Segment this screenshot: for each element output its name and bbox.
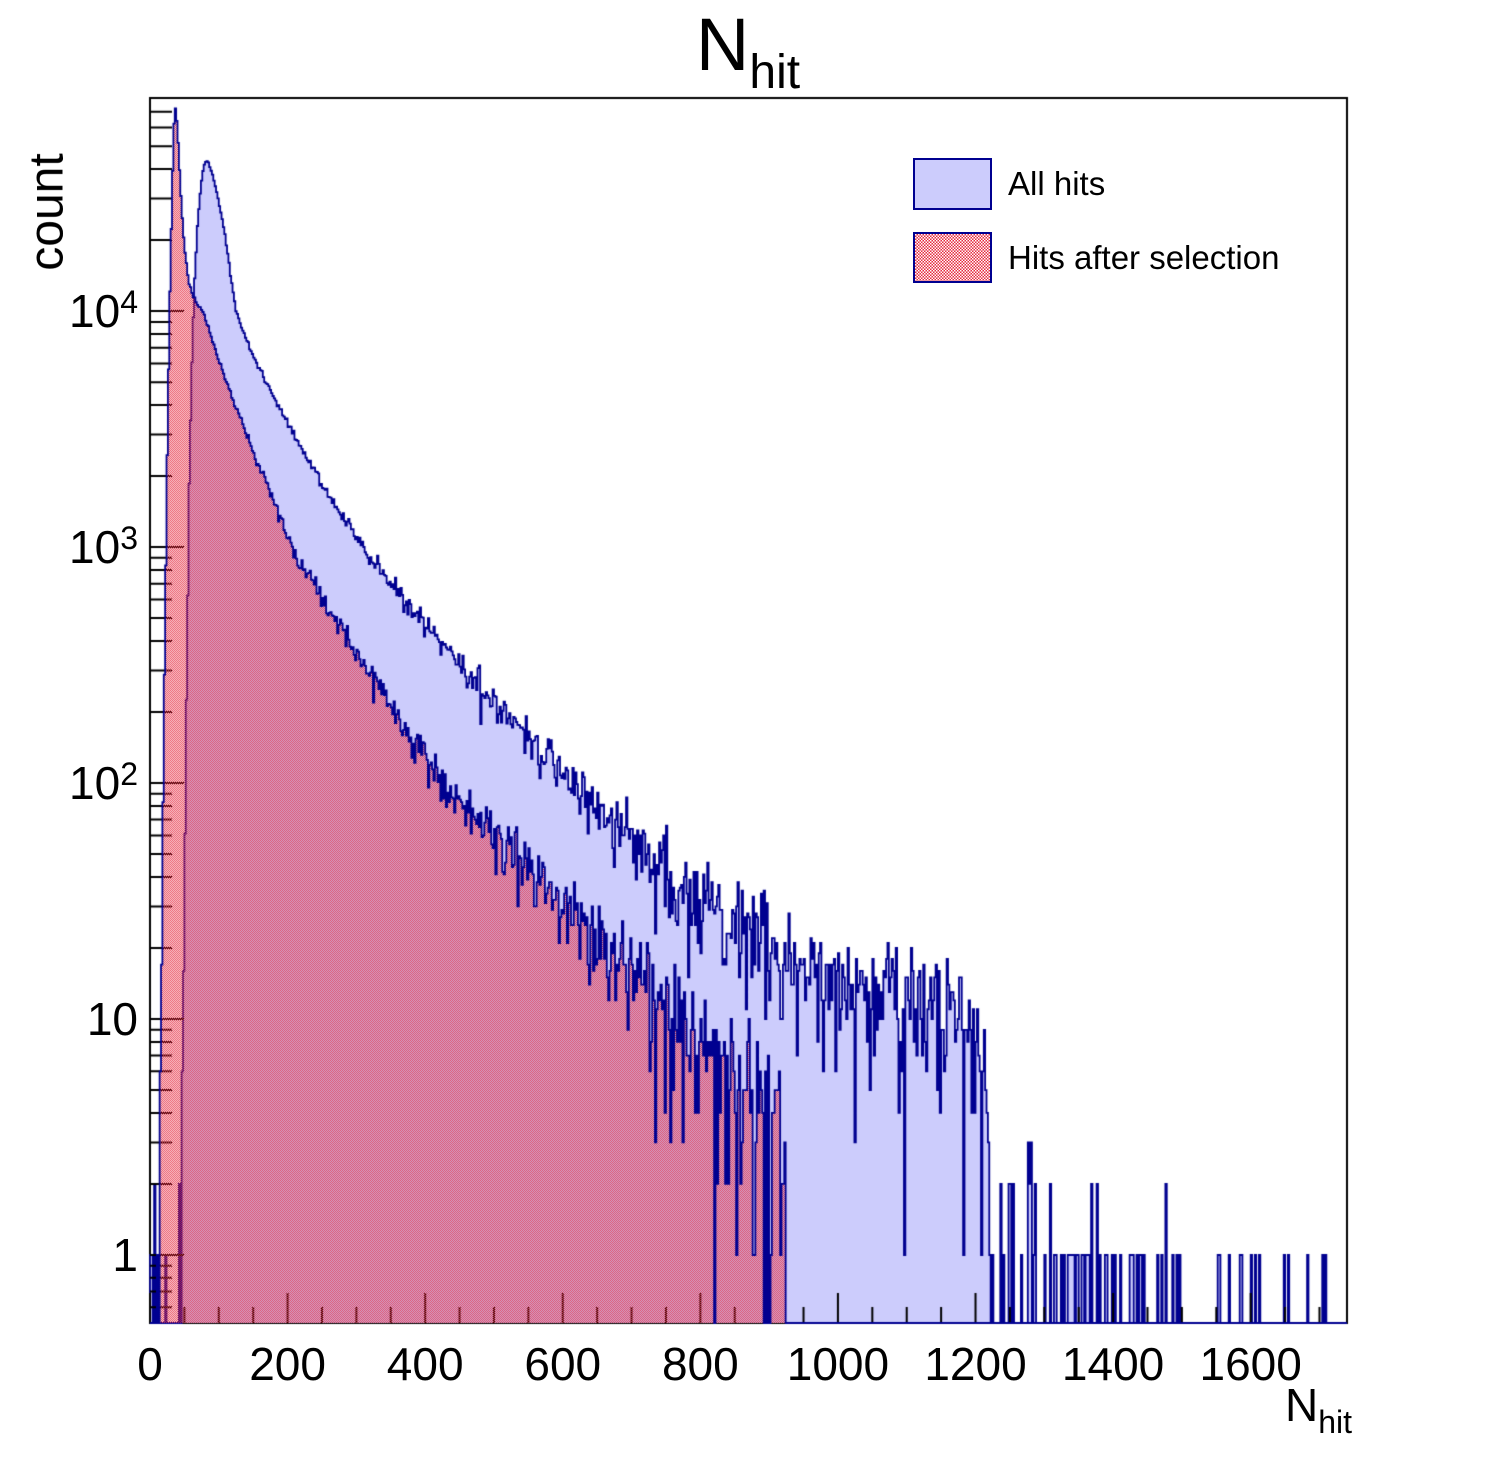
y-axis-title: count — [20, 153, 74, 271]
legend-swatch-red — [913, 232, 992, 283]
x-tick-label: 800 — [661, 1338, 739, 1390]
legend-label: Hits after selection — [1008, 238, 1280, 276]
x-tick-label: 1200 — [924, 1338, 1027, 1390]
x-tick-label: 200 — [249, 1338, 326, 1390]
x-axis-title: Nhit — [1285, 1378, 1352, 1441]
chart-title: Nhit — [696, 2, 800, 100]
y-tick-label: 102 — [69, 755, 138, 810]
x-axis-title-subscript: hit — [1318, 1404, 1352, 1441]
x-tick-label: 600 — [524, 1338, 602, 1390]
x-tick-label: 0 — [137, 1338, 163, 1390]
y-tick-label: 104 — [69, 283, 138, 338]
chart-title-subscript: hit — [749, 46, 801, 100]
x-tick-label: 1000 — [786, 1338, 890, 1390]
y-tick-label: 10 — [86, 993, 138, 1046]
legend-swatch-blue — [913, 158, 992, 210]
x-tick-label: 1600 — [1199, 1338, 1302, 1390]
x-axis-title-main: N — [1284, 1379, 1319, 1431]
y-tick-label: 103 — [69, 519, 138, 574]
legend-label: All hits — [1008, 165, 1106, 202]
x-tick-label: 1400 — [1061, 1338, 1165, 1390]
y-tick-label: 1 — [112, 1228, 138, 1281]
x-tick-label: 400 — [386, 1338, 464, 1390]
chart-title-main: N — [695, 3, 750, 86]
